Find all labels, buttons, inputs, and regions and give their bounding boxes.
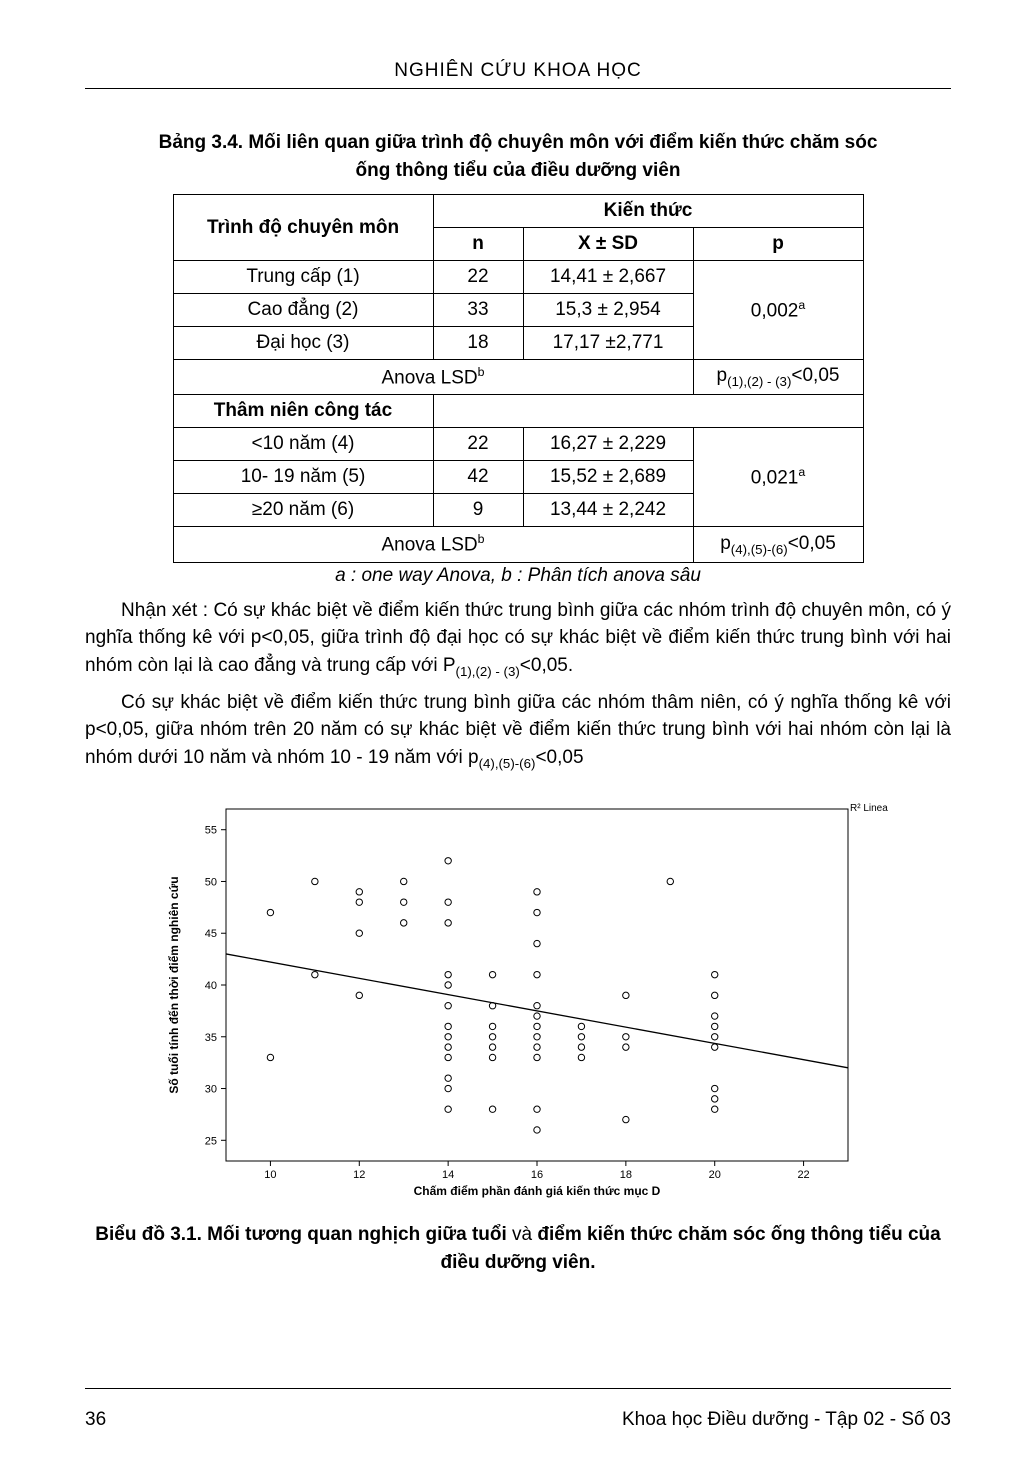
anova-p-sub: (1),(2) - (3) <box>727 374 791 389</box>
paragraph-1: Nhận xét : Có sự khác biệt về điểm kiến … <box>85 597 951 681</box>
table-row-section: Thâm niên công tác <box>173 395 863 428</box>
th-trinhdo: Trình độ chuyên môn <box>173 195 433 261</box>
svg-text:Chấm điểm phần đánh giá kiến t: Chấm điểm phần đánh giá kiến thức mục D <box>414 1184 661 1198</box>
svg-text:R² Linear = 0.101: R² Linear = 0.101 <box>850 803 888 814</box>
footer-rule <box>85 1388 951 1389</box>
svg-text:20: 20 <box>709 1169 721 1181</box>
table-row: <10 năm (4) 22 16,27 ± 2,229 0,021a <box>173 428 863 461</box>
anova-text: Anova LSD <box>382 367 478 388</box>
cell-p-bot: 0,021a <box>693 428 863 527</box>
header-rule <box>85 88 951 89</box>
cell-label: Đại học (3) <box>173 327 433 360</box>
table-title: Bảng 3.4. Mối liên quan giữa trình độ ch… <box>85 129 951 184</box>
svg-text:40: 40 <box>205 980 217 992</box>
cell-xsd: 14,41 ± 2,667 <box>523 261 693 294</box>
cell-label: Trung cấp (1) <box>173 261 433 294</box>
cell-n: 22 <box>433 428 523 461</box>
cell-n: 42 <box>433 461 523 494</box>
cell-n: 22 <box>433 261 523 294</box>
svg-text:10: 10 <box>264 1169 276 1181</box>
cell-xsd: 15,3 ± 2,954 <box>523 294 693 327</box>
anova-p-post: <0,05 <box>788 533 836 554</box>
p1-sub: (1),(2) - (3) <box>456 664 520 679</box>
anova-p: p(1),(2) - (3)<0,05 <box>693 360 863 395</box>
svg-text:12: 12 <box>353 1169 365 1181</box>
svg-text:35: 35 <box>205 1032 217 1044</box>
scatter-svg: 10 12 14 16 18 20 22 25 30 35 40 45 50 55 Chấm điểm ph… <box>148 791 888 1211</box>
paragraph-2: Có sự khác biệt về điểm kiến thức trung … <box>85 689 951 773</box>
svg-text:22: 22 <box>797 1169 809 1181</box>
cell-n: 9 <box>433 494 523 527</box>
anova-label: Anova LSDb <box>173 527 693 562</box>
cell-n: 18 <box>433 327 523 360</box>
anova-text: Anova LSD <box>382 535 478 556</box>
svg-text:14: 14 <box>442 1169 454 1181</box>
page-header: NGHIÊN CỨU KHOA HỌC <box>85 60 951 82</box>
cell-label: Cao đẳng (2) <box>173 294 433 327</box>
table-row-anova: Anova LSDb p(4),(5)-(6)<0,05 <box>173 527 863 562</box>
svg-text:Số tuổi tính đến thời điểm ngh: Số tuổi tính đến thời điểm nghiên cứu <box>167 876 181 1093</box>
anova-p-sub: (4),(5)-(6) <box>731 541 788 556</box>
th-n: n <box>433 228 523 261</box>
data-table: Trình độ chuyên môn Kiến thức n X ± SD p… <box>173 194 864 563</box>
p2-sub: (4),(5)-(6) <box>479 756 536 771</box>
cell-xsd: 13,44 ± 2,242 <box>523 494 693 527</box>
page-footer: 36 Khoa học Điều dưỡng - Tập 02 - Số 03 <box>85 1409 951 1431</box>
section-label: Thâm niên công tác <box>173 395 433 428</box>
svg-text:25: 25 <box>205 1135 217 1147</box>
cell-xsd: 16,27 ± 2,229 <box>523 428 693 461</box>
table-row-anova: Anova LSDb p(1),(2) - (3)<0,05 <box>173 360 863 395</box>
th-kienthuc: Kiến thức <box>433 195 863 228</box>
p1-text-b: <0,05. <box>520 655 573 676</box>
table-title-line1: Bảng 3.4. Mối liên quan giữa trình độ ch… <box>159 132 878 153</box>
caption-mid: và <box>507 1224 538 1245</box>
svg-text:50: 50 <box>205 877 217 889</box>
cell-label: ≥20 năm (6) <box>173 494 433 527</box>
p-top-sup: a <box>798 298 805 312</box>
section-empty <box>433 395 863 428</box>
chart-caption: Biểu đồ 3.1. Mối tương quan nghịch giữa … <box>85 1221 951 1276</box>
table-note: a : one way Anova, b : Phân tích anova s… <box>85 565 951 587</box>
p2-text-b: <0,05 <box>535 747 583 768</box>
cell-label: <10 năm (4) <box>173 428 433 461</box>
p-bot-sup: a <box>798 465 805 479</box>
anova-p-post: <0,05 <box>791 365 839 386</box>
anova-sup: b <box>478 532 485 546</box>
cell-n: 33 <box>433 294 523 327</box>
cell-xsd: 15,52 ± 2,689 <box>523 461 693 494</box>
journal-info: Khoa học Điều dưỡng - Tập 02 - Số 03 <box>622 1409 951 1431</box>
svg-text:30: 30 <box>205 1084 217 1096</box>
table-title-line2: ống thông tiểu của điều dưỡng viên <box>356 160 681 181</box>
cell-label: 10- 19 năm (5) <box>173 461 433 494</box>
cell-p-top: 0,002a <box>693 261 863 360</box>
svg-text:55: 55 <box>205 825 217 837</box>
p-top-value: 0,002 <box>751 300 799 321</box>
anova-sup: b <box>478 365 485 379</box>
th-xsd: X ± SD <box>523 228 693 261</box>
table-row: Trung cấp (1) 22 14,41 ± 2,667 0,002a <box>173 261 863 294</box>
caption-bold-1: Biểu đồ 3.1. Mối tương quan nghịch giữa … <box>95 1224 507 1245</box>
svg-text:18: 18 <box>620 1169 632 1181</box>
scatter-chart: 10 12 14 16 18 20 22 25 30 35 40 45 50 55 Chấm điểm ph… <box>85 791 951 1211</box>
page-number: 36 <box>85 1409 106 1431</box>
svg-text:45: 45 <box>205 928 217 940</box>
anova-p-pre: p <box>717 365 728 386</box>
anova-p: p(4),(5)-(6)<0,05 <box>693 527 863 562</box>
anova-p-pre: p <box>720 533 731 554</box>
th-p: p <box>693 228 863 261</box>
p-bot-value: 0,021 <box>751 468 799 489</box>
anova-label: Anova LSDb <box>173 360 693 395</box>
svg-text:16: 16 <box>531 1169 543 1181</box>
cell-xsd: 17,17 ±2,771 <box>523 327 693 360</box>
